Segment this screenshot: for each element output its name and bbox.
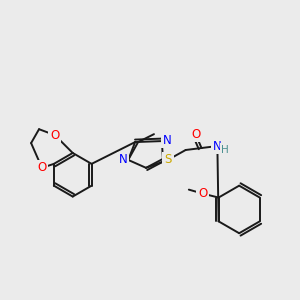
Text: O: O [191,128,200,141]
Text: N: N [164,153,172,167]
Text: O: O [37,161,46,174]
Text: N: N [119,153,128,167]
Text: O: O [198,187,207,200]
Text: O: O [50,129,59,142]
Text: H: H [221,145,229,155]
Text: N: N [213,140,222,152]
Text: N: N [163,134,171,147]
Text: S: S [164,153,172,167]
